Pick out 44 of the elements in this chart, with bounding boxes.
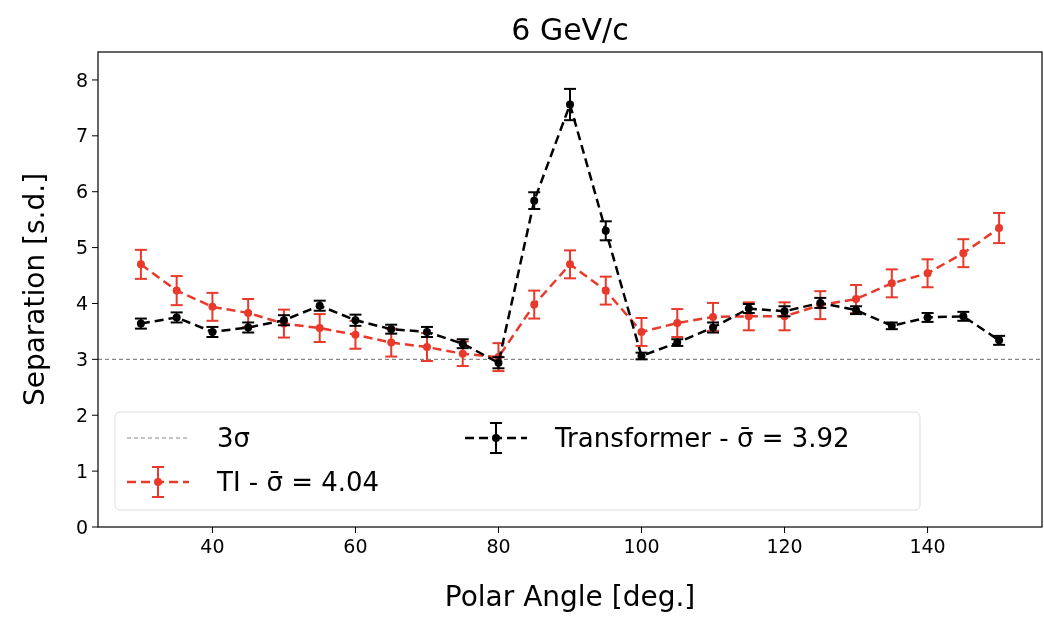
point [315,324,324,333]
point [673,319,682,328]
point [887,279,896,288]
point [244,308,253,317]
point [422,343,431,352]
point [208,302,217,311]
x-tick-label: 40 [200,535,225,557]
y-tick-label: 1 [75,459,88,482]
y-tick-label: 2 [75,403,88,426]
y-tick-label: 7 [75,124,88,147]
point [566,260,574,269]
point [637,327,646,336]
legend-label: TI - σ̄ = 4.04 [216,467,380,498]
x-tick-label: 60 [343,535,368,557]
y-tick-label: 3 [75,348,88,370]
point [136,260,145,269]
point [601,286,610,295]
x-axis-title: Polar Angle [deg.] [444,580,696,613]
y-tick-label: 5 [75,236,88,259]
legend-label: Transformer - σ̄ = 3.92 [554,423,850,454]
point [709,312,718,321]
point [530,196,539,205]
point [601,226,610,235]
y-tick-label: 8 [75,68,88,91]
point [458,349,467,358]
x-tick-label: 80 [486,535,511,557]
point [852,295,861,303]
y-tick-label: 0 [75,515,88,538]
x-tick-label: 140 [909,535,946,557]
point [566,100,574,109]
point [530,300,539,309]
point [351,330,360,339]
point [172,286,181,295]
chart-title: 6 GeV/c [511,12,629,47]
y-tick-label: 6 [75,180,88,203]
legend-label: 3σ [217,423,251,454]
y-tick-label: 4 [75,292,88,315]
point [387,338,396,347]
x-tick-label: 100 [623,535,660,557]
point [923,269,932,278]
y-axis-title: Separation [s.d.] [18,172,51,407]
point [959,249,968,258]
point [995,224,1004,233]
x-tick-label: 120 [766,535,803,557]
